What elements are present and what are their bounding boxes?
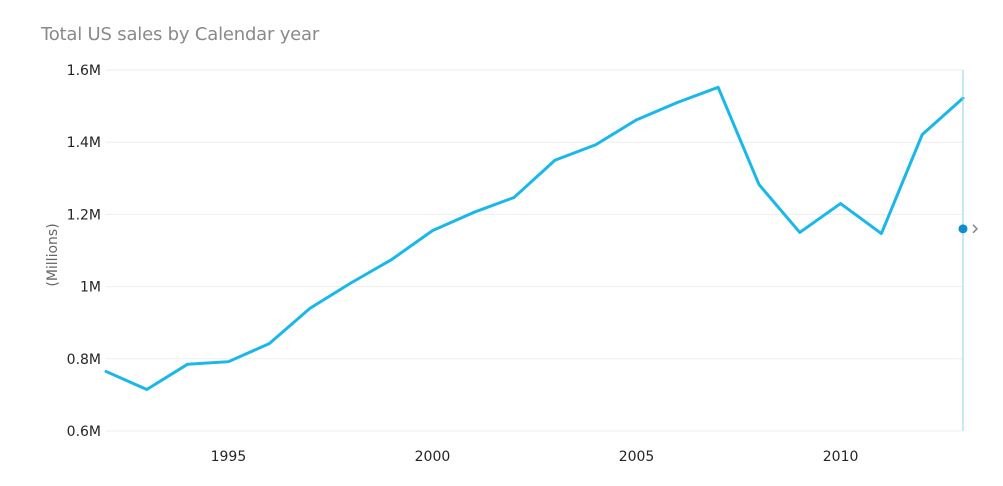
series-line — [104, 85, 965, 391]
y-tick-label: 1.4M — [67, 135, 101, 151]
x-tick-label: 2005 — [619, 449, 655, 465]
x-tick-label: 2000 — [415, 449, 451, 465]
x-tick-label: 2010 — [823, 449, 859, 465]
series-lines — [104, 85, 965, 391]
y-axis-title: (Millions) — [45, 223, 61, 286]
y-gridlines — [106, 69, 963, 432]
y-tick-label: 0.6M — [67, 424, 101, 440]
y-tick-label: 1.6M — [67, 63, 101, 79]
y-tick-labels: 0.6M 0.8M 1M 1.2M 1.4M 1.6M — [67, 63, 101, 440]
x-tick-labels: 1995 2000 2005 2010 — [211, 449, 859, 465]
y-tick-label: 1.2M — [67, 207, 101, 223]
x-tick-label: 1995 — [211, 449, 247, 465]
scroll-indicator-dot[interactable] — [958, 224, 968, 234]
y-tick-label: 1M — [80, 280, 101, 296]
y-tick-label: 0.8M — [67, 352, 101, 368]
chevron-right-icon[interactable] — [972, 224, 979, 234]
chart-title: Total US sales by Calendar year — [41, 24, 320, 45]
